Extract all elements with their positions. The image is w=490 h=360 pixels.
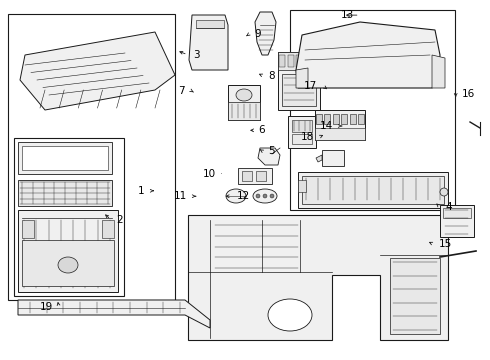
Bar — [22, 220, 34, 238]
Bar — [298, 172, 448, 208]
Bar — [292, 120, 312, 132]
Bar — [228, 85, 260, 120]
Bar — [316, 114, 322, 124]
Bar — [333, 114, 339, 124]
Bar — [196, 20, 224, 28]
Text: 16: 16 — [462, 89, 475, 99]
Bar — [315, 128, 365, 140]
Bar — [102, 220, 114, 238]
Bar — [18, 210, 118, 292]
Text: 7: 7 — [178, 86, 185, 96]
Polygon shape — [296, 22, 440, 88]
Ellipse shape — [440, 188, 448, 196]
Bar — [390, 258, 440, 334]
Polygon shape — [432, 55, 445, 88]
Text: 1: 1 — [138, 186, 145, 196]
Bar — [296, 55, 302, 67]
Ellipse shape — [236, 89, 252, 101]
Bar — [349, 114, 356, 124]
Text: 2: 2 — [117, 215, 123, 225]
Bar — [302, 176, 444, 204]
Bar — [298, 180, 306, 192]
Text: 10: 10 — [202, 168, 216, 179]
Text: 6: 6 — [258, 125, 265, 135]
Bar — [443, 208, 471, 218]
Text: 17: 17 — [304, 81, 318, 91]
Bar — [315, 110, 365, 140]
Bar — [290, 10, 455, 210]
Text: 15: 15 — [439, 239, 452, 249]
Ellipse shape — [253, 189, 277, 203]
Text: 14: 14 — [320, 121, 333, 131]
Text: 9: 9 — [255, 29, 262, 39]
Bar — [238, 168, 272, 184]
Bar — [292, 134, 312, 144]
Polygon shape — [255, 12, 276, 55]
Bar — [324, 114, 330, 124]
Text: 3: 3 — [194, 50, 200, 60]
Bar — [8, 14, 175, 300]
Bar — [278, 52, 320, 110]
Bar — [440, 205, 474, 237]
Text: 13: 13 — [341, 10, 354, 20]
Ellipse shape — [256, 194, 260, 198]
Ellipse shape — [268, 299, 312, 331]
Bar — [278, 52, 320, 70]
Polygon shape — [18, 300, 210, 328]
Bar — [279, 55, 285, 67]
Bar — [242, 171, 252, 181]
Bar — [313, 55, 319, 67]
Text: 5: 5 — [269, 146, 275, 156]
Bar — [288, 55, 294, 67]
Text: 11: 11 — [174, 191, 187, 201]
Bar — [18, 180, 112, 206]
Text: 18: 18 — [300, 132, 314, 142]
Bar — [282, 74, 316, 106]
Ellipse shape — [263, 194, 267, 198]
Bar — [304, 55, 311, 67]
Polygon shape — [20, 32, 175, 110]
Ellipse shape — [58, 257, 78, 273]
Bar — [358, 114, 364, 124]
Bar — [288, 116, 316, 148]
Text: 19: 19 — [40, 302, 53, 312]
Bar — [256, 171, 266, 181]
Bar — [14, 138, 124, 296]
Text: 12: 12 — [237, 191, 250, 201]
Bar — [341, 114, 347, 124]
Bar — [322, 150, 344, 166]
Ellipse shape — [270, 194, 274, 198]
Polygon shape — [296, 68, 308, 88]
Text: 4: 4 — [446, 202, 453, 212]
Bar — [22, 146, 108, 170]
Bar — [18, 142, 112, 174]
Polygon shape — [188, 215, 448, 340]
Bar — [228, 102, 260, 120]
Text: 8: 8 — [269, 71, 275, 81]
Polygon shape — [189, 15, 228, 70]
Polygon shape — [258, 148, 280, 165]
Bar — [22, 240, 114, 286]
Ellipse shape — [226, 189, 246, 203]
Polygon shape — [316, 155, 322, 162]
